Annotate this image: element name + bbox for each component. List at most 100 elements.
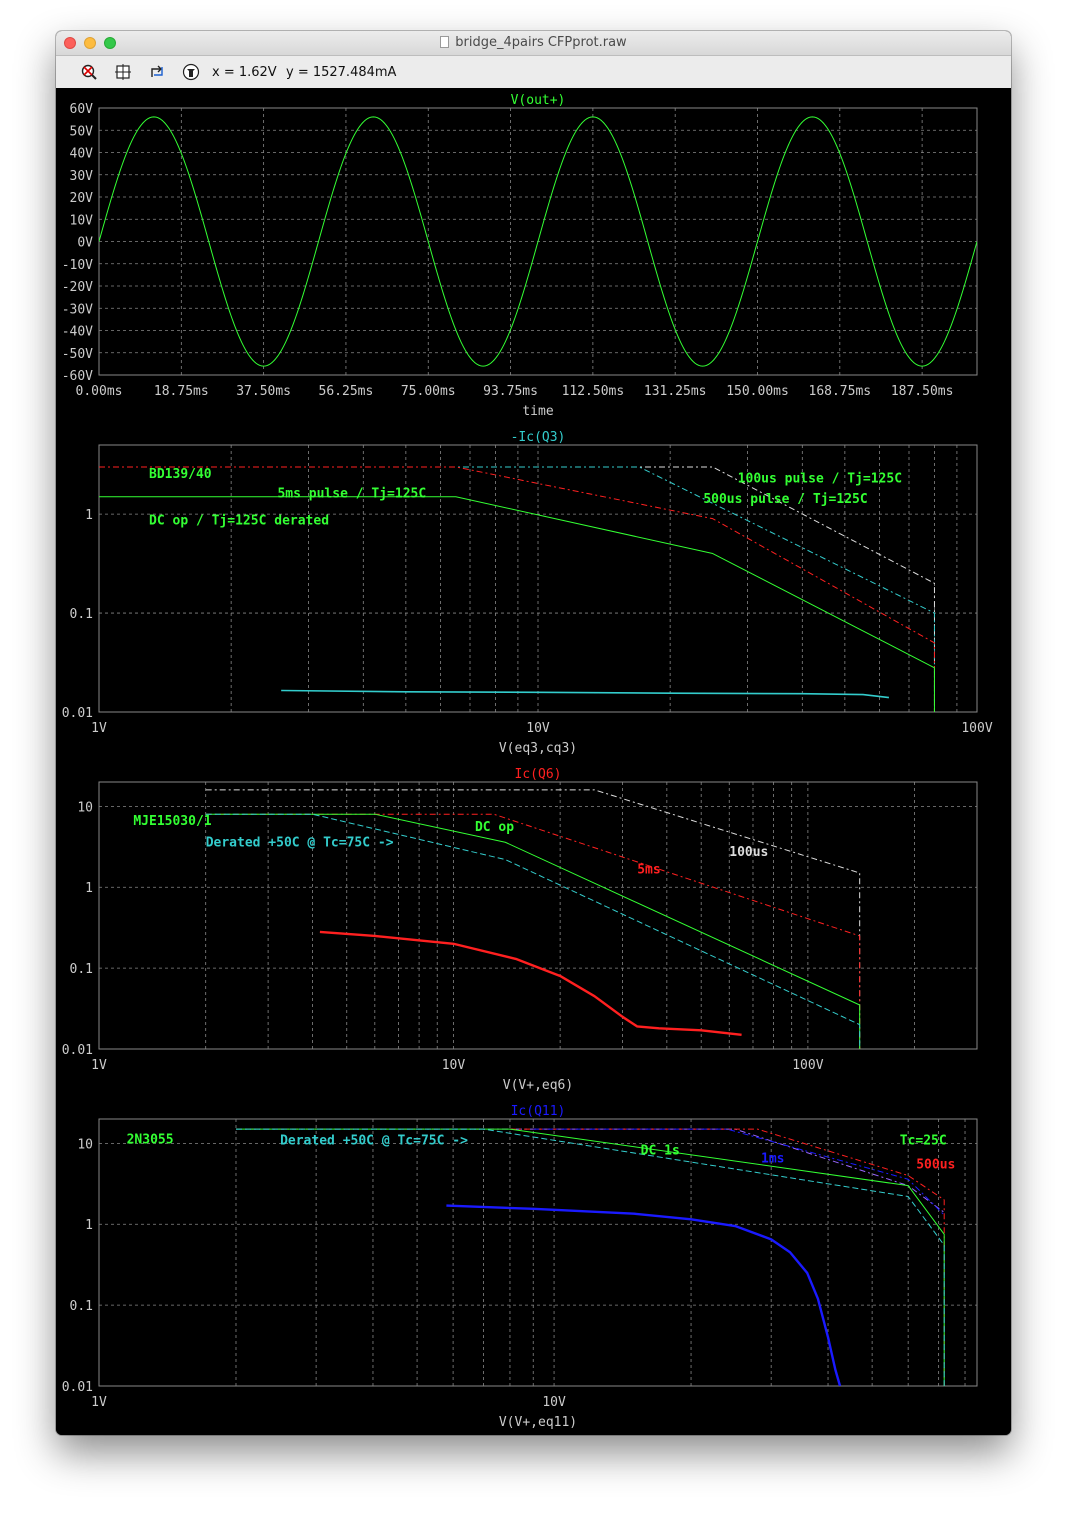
series-line-3	[205, 813, 861, 1049]
y-tick-label: -40V	[62, 325, 93, 340]
x-tick-label: 131.25ms	[644, 384, 707, 399]
probe-icon[interactable]	[182, 63, 200, 81]
plot-frame	[98, 1118, 978, 1387]
plot-frame	[98, 781, 978, 1050]
x-tick-label: 75.00ms	[401, 384, 456, 399]
y-tick-label: 10	[77, 800, 93, 815]
chart-annotation: DC 1s	[641, 1143, 680, 1158]
x-tick-label: 93.75ms	[483, 384, 538, 399]
minimize-window-button[interactable]	[84, 37, 96, 49]
plot-canvas[interactable]: 0.00ms 18.75ms 37.50ms 56.25ms 75.00ms 93.75m…	[56, 88, 1011, 1435]
y-tick-label: -20V	[62, 280, 93, 295]
chart-pane-3[interactable]: 1V 10V 100V 10 1 0.1 0.01 Ic(Q6) V(V+,eq6) MJE150…	[62, 767, 978, 1093]
y-tick-label: 1	[85, 508, 93, 523]
y-tick-label: 60V	[70, 102, 94, 117]
series-line-1	[235, 1128, 945, 1213]
y-tick-label: 0.01	[62, 706, 93, 721]
series-line-4	[99, 496, 935, 712]
x-axis-label: time	[522, 404, 553, 419]
x-tick-label: 0.00ms	[76, 384, 123, 399]
chart-annotation: 500us pulse / Tj=125C	[703, 492, 867, 507]
zoom-window-button[interactable]	[104, 37, 116, 49]
chart-title: V(out+)	[511, 93, 566, 108]
x-axis-label: V(V+,eq11)	[499, 1415, 577, 1430]
chart-annotation: 2N3055	[127, 1132, 174, 1147]
series-line-3	[533, 1128, 945, 1216]
y-tick-label: 0.1	[70, 607, 93, 622]
autorange-icon[interactable]	[114, 63, 132, 81]
y-tick-label: 0.01	[62, 1043, 93, 1058]
title-bar: bridge_4pairs CFPprot.raw	[56, 31, 1011, 56]
series-line-6	[446, 1204, 842, 1386]
y-tick-label: 1	[85, 881, 93, 896]
x-tick-label: 100V	[792, 1058, 823, 1073]
grid-lines	[99, 1119, 977, 1386]
series-line-5	[319, 930, 742, 1036]
series-line-2	[509, 1128, 945, 1386]
pan-icon[interactable]	[148, 63, 166, 81]
x-tick-label: 1V	[91, 1395, 107, 1410]
y-tick-label: 20V	[70, 191, 94, 206]
y-tick-label: 10	[77, 1137, 93, 1152]
y-tick-label: 0V	[77, 236, 93, 251]
x-tick-label: 100V	[961, 721, 992, 736]
x-tick-label: 187.50ms	[891, 384, 954, 399]
x-tick-label: 10V	[442, 1058, 466, 1073]
plot-area[interactable]: 0.00ms 18.75ms 37.50ms 56.25ms 75.00ms 93.75m…	[56, 88, 1011, 1435]
app-window: bridge_4pairs CFPprot.raw x = 1.62V y = …	[56, 31, 1011, 1435]
chart-pane-1[interactable]: 0.00ms 18.75ms 37.50ms 56.25ms 75.00ms 93.75m…	[62, 93, 978, 419]
y-tick-label: 10V	[70, 213, 94, 228]
series-line-5	[235, 1128, 945, 1386]
x-tick-label: 56.25ms	[319, 384, 374, 399]
y-tick-label: -60V	[62, 369, 93, 384]
x-tick-label: 112.50ms	[562, 384, 625, 399]
x-axis-label: V(eq3,cq3)	[499, 741, 577, 756]
x-tick-label: 168.75ms	[809, 384, 872, 399]
chart-annotation: 5ms pulse / Tj=125C	[277, 487, 426, 502]
chart-annotation: BD139/40	[149, 467, 212, 482]
chart-annotation: MJE15030/1	[133, 814, 211, 829]
window-title: bridge_4pairs CFPprot.raw	[56, 35, 1011, 50]
x-readout: x = 1.62V	[212, 65, 277, 80]
y-tick-label: 0.1	[70, 962, 93, 977]
grid-lines	[99, 445, 977, 712]
chart-pane-2[interactable]: 1V 10V 100V 1 0.1 0.01 -Ic(Q3) V(eq3,cq3) BD139/…	[62, 430, 993, 756]
grid-lines	[99, 108, 977, 375]
y-tick-label: -10V	[62, 258, 93, 273]
chart-title: Ic(Q11)	[511, 1104, 566, 1119]
y-tick-label: 0.01	[62, 1380, 93, 1395]
series-line-5	[281, 689, 890, 699]
chart-annotation: DC op	[475, 820, 514, 835]
toolbar: x = 1.62V y = 1527.484mA	[56, 56, 1011, 89]
y-tick-label: 50V	[70, 124, 94, 139]
x-tick-label: 1V	[91, 1058, 107, 1073]
window-title-text: bridge_4pairs CFPprot.raw	[455, 35, 627, 50]
series-line-3	[99, 466, 935, 712]
chart-annotation: Tc=25C	[900, 1133, 947, 1148]
y-tick-label: 0.1	[70, 1299, 93, 1314]
x-tick-label: 1V	[91, 721, 107, 736]
chart-pane-4[interactable]: 1V 10V 10 1 0.1 0.01 Ic(Q11) V(V+,eq11) 2N3055 De…	[62, 1104, 978, 1430]
y-tick-label: -50V	[62, 347, 93, 362]
y-tick-label: 1	[85, 1218, 93, 1233]
series-line-1	[99, 116, 977, 367]
x-axis-label: V(V+,eq6)	[503, 1078, 573, 1093]
zoom-cancel-icon[interactable]	[80, 63, 98, 81]
x-tick-label: 150.00ms	[726, 384, 789, 399]
chart-annotation: DC op / Tj=125C derated	[149, 514, 329, 529]
y-readout: y = 1527.484mA	[286, 65, 397, 80]
x-tick-label: 10V	[526, 721, 550, 736]
y-tick-label: 40V	[70, 147, 94, 162]
close-window-button[interactable]	[64, 37, 76, 49]
chart-title: Ic(Q6)	[515, 767, 562, 782]
x-tick-label: 37.50ms	[236, 384, 291, 399]
y-tick-label: -30V	[62, 302, 93, 317]
series-line-4	[205, 813, 861, 1049]
chart-annotation: 500us	[916, 1158, 955, 1173]
chart-annotation: 1ms	[761, 1151, 784, 1166]
chart-annotation: 5ms	[637, 863, 660, 878]
grid-lines	[99, 782, 977, 1049]
y-tick-label: 30V	[70, 169, 94, 184]
x-tick-label: 10V	[542, 1395, 566, 1410]
chart-annotation: 100us	[729, 845, 768, 860]
